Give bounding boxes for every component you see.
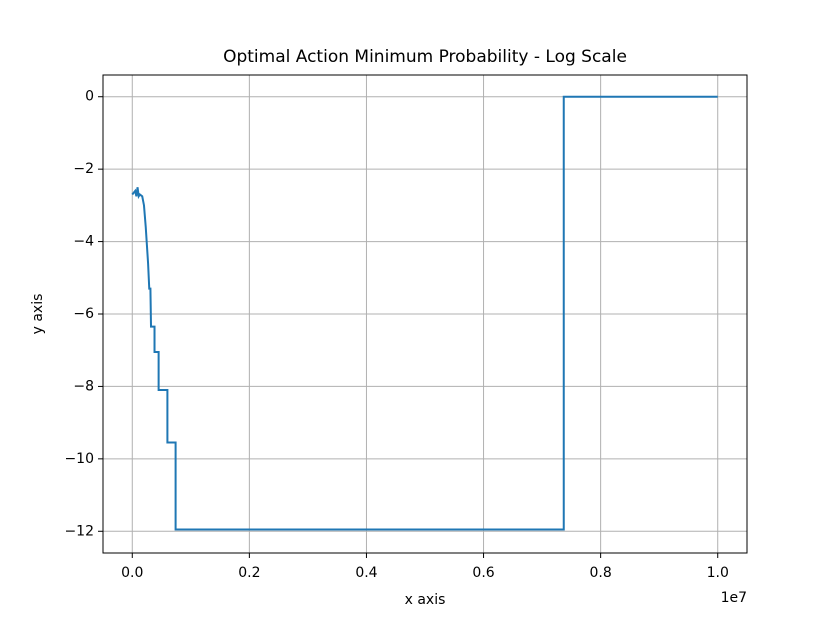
x-offset-text: 1e7 bbox=[721, 590, 747, 606]
y-axis-label: y axis bbox=[30, 294, 46, 335]
chart-title: Optimal Action Minimum Probability - Log… bbox=[223, 47, 627, 67]
y-tick-label: −12 bbox=[64, 523, 94, 539]
x-tick-label: 1.0 bbox=[707, 565, 729, 581]
x-tick-label: 0.4 bbox=[355, 565, 377, 581]
y-tick-label: −10 bbox=[64, 451, 94, 467]
plot-frame bbox=[102, 74, 748, 554]
line-series bbox=[131, 95, 718, 531]
y-tick-label: −8 bbox=[73, 378, 94, 394]
x-tick-label: 0.8 bbox=[590, 565, 612, 581]
x-tick-label: 0.6 bbox=[472, 565, 494, 581]
y-tick-label: −6 bbox=[73, 306, 94, 322]
y-tick-label: −4 bbox=[73, 234, 94, 250]
y-tick-label: −2 bbox=[73, 161, 94, 177]
x-tick-label: 0.2 bbox=[238, 565, 260, 581]
y-tick-label: 0 bbox=[85, 89, 94, 105]
x-tick-label: 0.0 bbox=[121, 565, 143, 581]
x-axis-label: x axis bbox=[405, 592, 446, 608]
